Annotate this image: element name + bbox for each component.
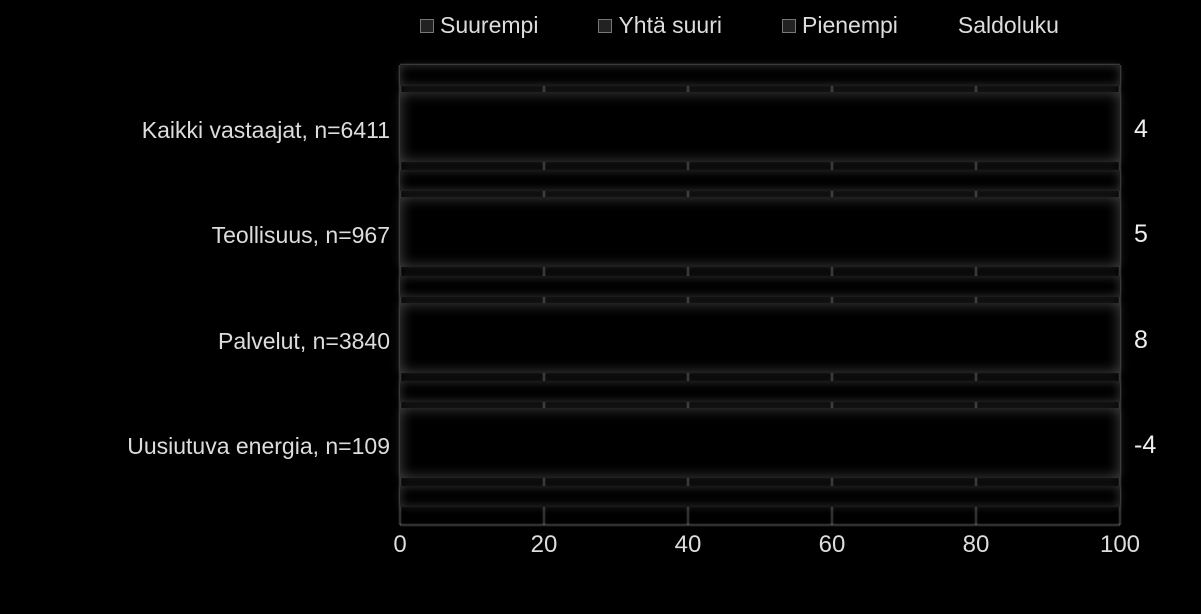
saldoluku-value: 8 — [1134, 326, 1148, 355]
saldoluku-value: 4 — [1134, 115, 1148, 144]
legend-item-pienempi: Pienempi — [782, 12, 898, 39]
legend-label: Saldoluku — [958, 12, 1059, 39]
x-tick-label: 40 — [675, 531, 702, 559]
plot-area: 0 20 40 60 80 100 — [400, 65, 1120, 555]
saldoluku-value: -4 — [1134, 431, 1156, 460]
legend-label: Pienempi — [802, 12, 898, 39]
stacked-bar — [400, 408, 1120, 478]
bar-slot — [400, 65, 1120, 86]
stacked-bar — [400, 92, 1120, 162]
x-tick-label: 0 — [393, 531, 406, 559]
y-axis-label: Kaikki vastaajat, n=6411 — [0, 117, 390, 144]
stacked-bar — [400, 197, 1120, 267]
x-tick-label: 20 — [531, 531, 558, 559]
x-tick-label: 80 — [963, 531, 990, 559]
legend-item-yhta-suuri: Yhtä suuri — [598, 12, 722, 39]
x-tick-label: 100 — [1100, 531, 1140, 559]
legend-swatch — [782, 19, 796, 33]
y-axis-label: Teollisuus, n=967 — [0, 222, 390, 249]
legend-swatch — [420, 19, 434, 33]
legend-item-saldoluku: Saldoluku — [958, 12, 1059, 39]
bar-slot — [400, 170, 1120, 191]
x-tick-label: 60 — [819, 531, 846, 559]
legend-item-suurempi: Suurempi — [420, 12, 538, 39]
legend-swatch — [598, 19, 612, 33]
legend-label: Yhtä suuri — [618, 12, 722, 39]
y-axis-label: Palvelut, n=3840 — [0, 328, 390, 355]
saldoluku-value: 5 — [1134, 220, 1148, 249]
bar-slot — [400, 381, 1120, 402]
y-axis-label: Uusiutuva energia, n=109 — [0, 433, 390, 460]
chart-container: Suurempi Yhtä suuri Pienempi Saldoluku K… — [0, 0, 1201, 614]
bar-slot — [400, 276, 1120, 297]
legend: Suurempi Yhtä suuri Pienempi Saldoluku — [420, 12, 1161, 39]
legend-label: Suurempi — [440, 12, 538, 39]
plot-frame-bottom — [400, 523, 1120, 527]
bar-slot — [400, 486, 1120, 507]
stacked-bar — [400, 303, 1120, 373]
